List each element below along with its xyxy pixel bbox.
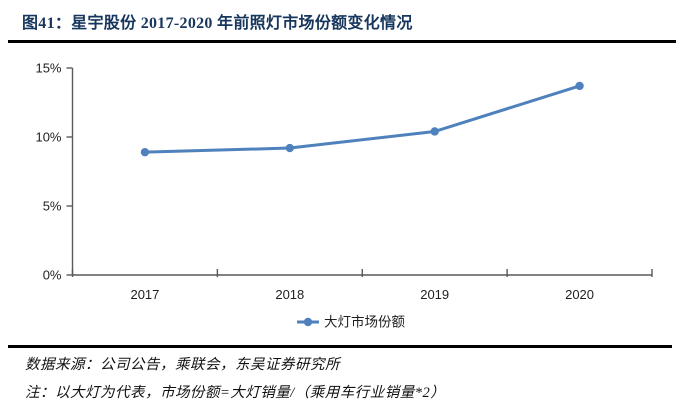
note-text: 注：以大灯为代表，市场份额=大灯销量/（乘用车行业销量*2） — [25, 385, 446, 401]
x-tick-label: 2019 — [420, 287, 449, 302]
x-tick-label: 2017 — [130, 287, 159, 302]
chart-area: 0% 5% 10% 15% 2017 2018 2019 2020 大灯市场份额 — [0, 50, 689, 342]
y-tick-label: 5% — [43, 199, 62, 214]
data-point — [430, 127, 439, 136]
legend-label: 大灯市场份额 — [324, 314, 405, 330]
data-point — [575, 81, 584, 91]
figure-title: 图41：星宇股份 2017-2020 年前照灯市场份额变化情况 — [22, 15, 413, 32]
x-tick-label: 2018 — [275, 287, 304, 302]
y-tick-label: 0% — [43, 268, 62, 283]
series-line — [143, 84, 582, 154]
line-chart: 0% 5% 10% 15% 2017 2018 2019 2020 大灯市场份额 — [35, 61, 653, 330]
legend-dot-marker — [303, 317, 313, 327]
data-point — [285, 143, 295, 153]
y-tick-label: 15% — [35, 61, 61, 76]
data-source-text: 数据来源：公司公告，乘联会，东吴证券研究所 — [25, 357, 340, 373]
title-divider-rule — [8, 40, 676, 43]
x-tick-label: 2020 — [565, 287, 594, 302]
y-tick-label: 10% — [35, 130, 61, 145]
figure-footer: 数据来源：公司公告，乘联会，东吴证券研究所 注：以大灯为代表，市场份额=大灯销量… — [25, 353, 675, 409]
footer-divider-rule — [8, 345, 672, 348]
data-point — [140, 147, 150, 157]
